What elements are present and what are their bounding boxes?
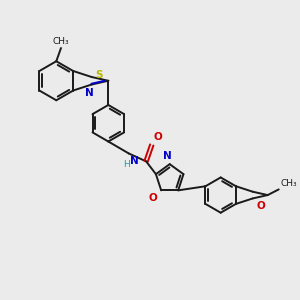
Text: O: O	[256, 201, 265, 211]
Text: N: N	[130, 156, 139, 166]
Text: CH₃: CH₃	[53, 37, 69, 46]
Text: N: N	[163, 151, 172, 161]
Text: CH₃: CH₃	[280, 179, 297, 188]
Text: S: S	[95, 70, 102, 80]
Text: H: H	[123, 160, 130, 169]
Text: O: O	[153, 132, 162, 142]
Text: N: N	[85, 88, 94, 98]
Text: O: O	[149, 193, 158, 203]
